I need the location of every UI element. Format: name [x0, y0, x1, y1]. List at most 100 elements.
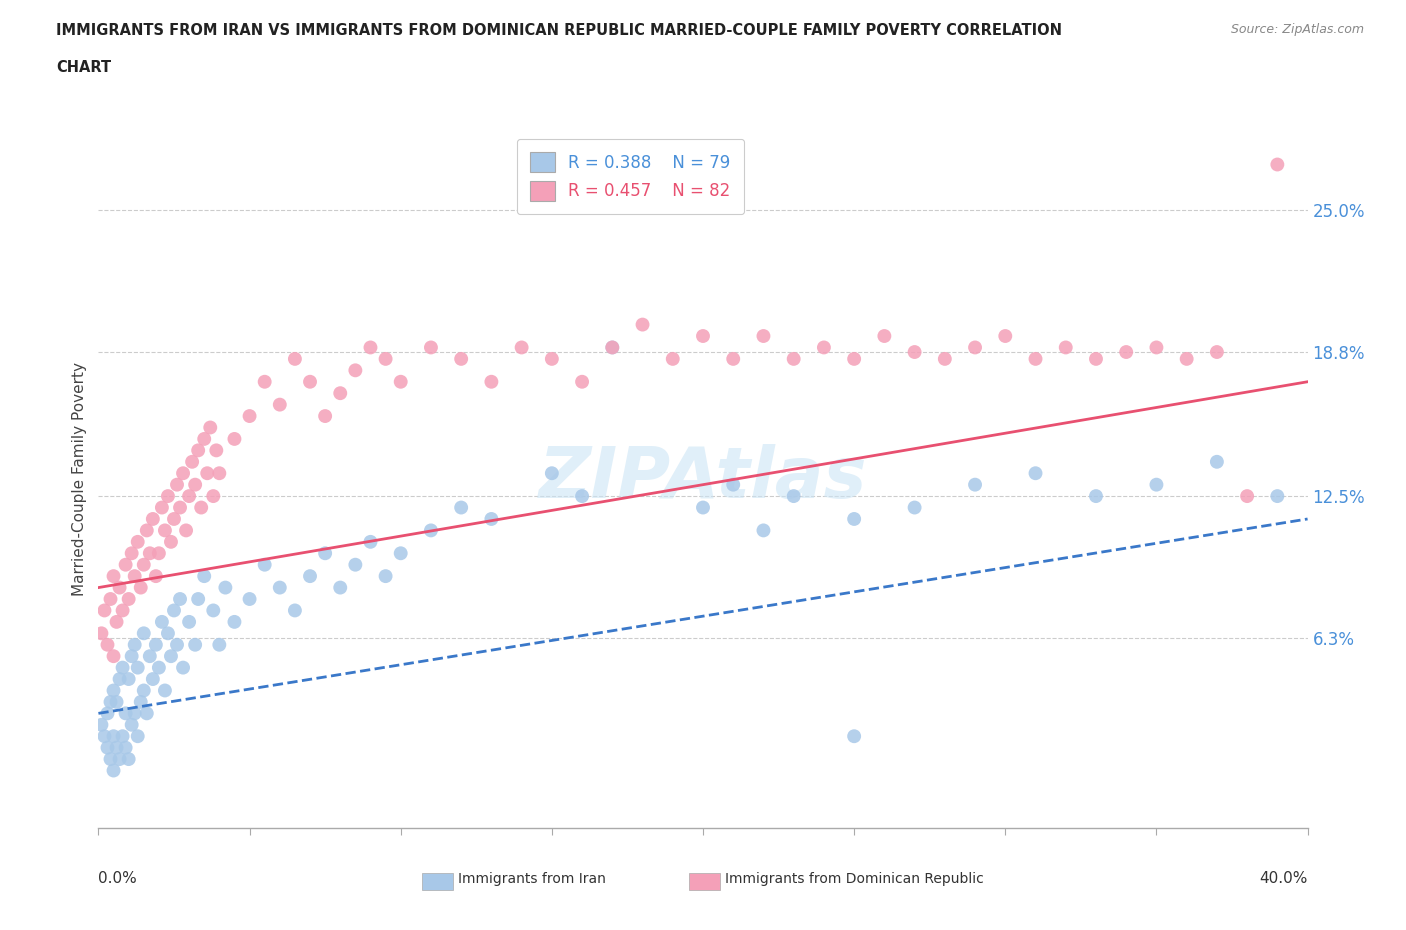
Point [1024, 466, 1046, 481]
Point [193, 432, 215, 446]
Point [1267, 488, 1289, 503]
Point [571, 488, 593, 503]
Point [181, 455, 204, 470]
Point [540, 466, 562, 481]
Point [450, 352, 472, 366]
Point [602, 340, 624, 355]
Point [100, 591, 122, 606]
Point [934, 352, 956, 366]
Point [179, 615, 201, 630]
Point [100, 751, 122, 766]
Point [114, 740, 136, 755]
Point [420, 523, 443, 538]
Point [124, 706, 146, 721]
Point [118, 591, 141, 606]
Point [132, 626, 155, 641]
Point [481, 512, 503, 526]
Point [195, 466, 218, 481]
Point [329, 386, 352, 401]
Point [142, 512, 165, 526]
Point [844, 352, 866, 366]
Point [169, 500, 191, 515]
Point [103, 649, 125, 664]
Point [132, 683, 155, 698]
Point [224, 615, 246, 630]
Point [150, 615, 173, 630]
Point [96, 740, 118, 755]
Point [105, 615, 128, 630]
Point [344, 557, 367, 572]
Point [108, 580, 131, 595]
Point [450, 500, 472, 515]
Point [723, 352, 745, 366]
Point [1175, 352, 1198, 366]
Point [121, 546, 143, 561]
Point [269, 580, 291, 595]
Point [1267, 157, 1289, 172]
Point [1236, 488, 1258, 503]
Text: IMMIGRANTS FROM IRAN VS IMMIGRANTS FROM DOMINICAN REPUBLIC MARRIED-COUPLE FAMILY: IMMIGRANTS FROM IRAN VS IMMIGRANTS FROM … [56, 23, 1063, 38]
Y-axis label: Married-Couple Family Poverty: Married-Couple Family Poverty [72, 362, 87, 596]
Point [127, 729, 149, 744]
Text: Immigrants from Dominican Republic: Immigrants from Dominican Republic [725, 871, 984, 886]
Point [90, 717, 112, 732]
Point [145, 637, 167, 652]
Text: Source: ZipAtlas.com: Source: ZipAtlas.com [1230, 23, 1364, 36]
Point [299, 374, 322, 389]
Point [184, 637, 207, 652]
Point [200, 420, 222, 435]
Point [139, 649, 162, 664]
Point [1115, 345, 1137, 360]
Point [103, 569, 125, 584]
Point [844, 729, 866, 744]
Point [108, 671, 131, 686]
Point [813, 340, 835, 355]
Point [145, 569, 167, 584]
Point [118, 671, 141, 686]
Point [129, 580, 152, 595]
Point [360, 340, 382, 355]
Point [420, 340, 443, 355]
Point [299, 569, 322, 584]
Point [224, 432, 246, 446]
Point [190, 500, 212, 515]
Point [481, 374, 503, 389]
Point [510, 340, 533, 355]
Point [844, 512, 866, 526]
Point [156, 488, 179, 503]
Point [187, 443, 209, 458]
Point [93, 729, 115, 744]
Point [540, 352, 562, 366]
Point [108, 751, 131, 766]
Point [96, 706, 118, 721]
Point [103, 729, 125, 744]
Point [90, 626, 112, 641]
Point [100, 695, 122, 710]
Point [166, 637, 188, 652]
Point [93, 603, 115, 618]
Point [783, 352, 806, 366]
Point [163, 512, 186, 526]
Text: ZIPAtlas: ZIPAtlas [538, 445, 868, 513]
Point [135, 523, 157, 538]
Point [184, 477, 207, 492]
Point [1206, 455, 1229, 470]
Point [135, 706, 157, 721]
Point [374, 569, 396, 584]
Point [160, 535, 183, 550]
Point [284, 603, 307, 618]
Point [205, 443, 228, 458]
Point [96, 637, 118, 652]
Point [121, 649, 143, 664]
Point [1144, 477, 1167, 492]
Point [284, 352, 307, 366]
Point [139, 546, 162, 561]
Point [1054, 340, 1077, 355]
Point [1024, 352, 1046, 366]
Point [602, 340, 624, 355]
Point [160, 649, 183, 664]
Point [314, 408, 336, 423]
Point [163, 603, 186, 618]
Point [153, 683, 176, 698]
Point [571, 374, 593, 389]
